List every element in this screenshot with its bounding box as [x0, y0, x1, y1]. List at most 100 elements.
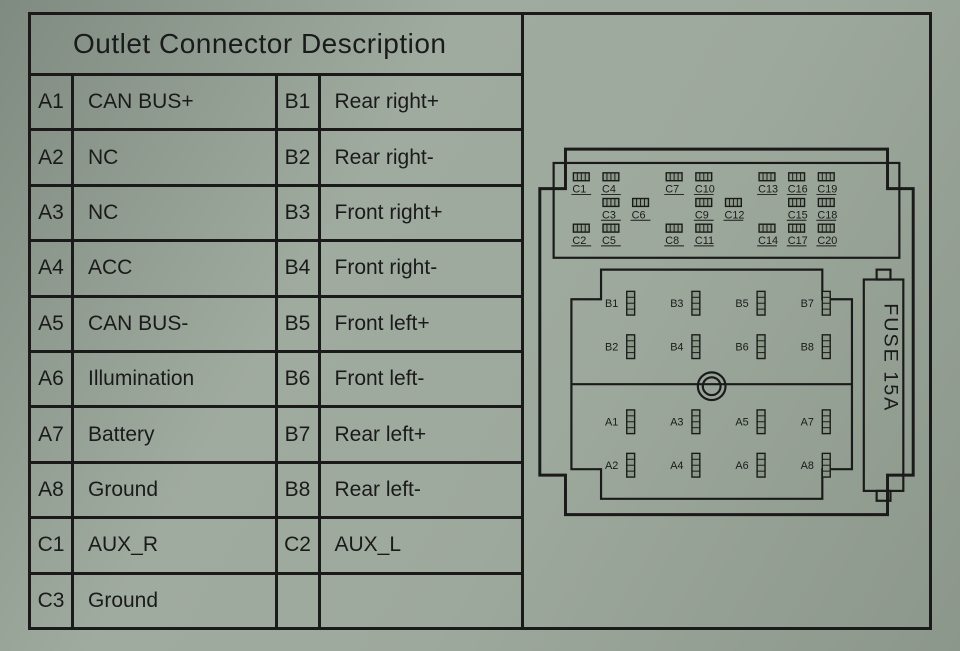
pin-id: A6 — [31, 353, 74, 405]
pin-A2: A2 — [605, 453, 635, 477]
table-row: A3NCB3Front right+ — [31, 187, 521, 242]
pin-desc: Battery — [74, 408, 278, 460]
pin-desc: CAN BUS+ — [74, 76, 278, 128]
table-row: A5CAN BUS-B5Front left+ — [31, 298, 521, 353]
svg-text:C7: C7 — [665, 184, 679, 196]
svg-text:C17: C17 — [788, 235, 808, 247]
svg-text:A1: A1 — [605, 417, 618, 429]
pin-desc: Front left+ — [321, 298, 522, 350]
pin-B3: B3 — [670, 291, 700, 315]
pin-desc: ACC — [74, 242, 278, 294]
table-row: C3Ground — [31, 575, 521, 627]
pin-id: A8 — [31, 464, 74, 516]
table-row: A1CAN BUS+B1Rear right+ — [31, 76, 521, 131]
svg-text:C12: C12 — [725, 209, 745, 221]
pin-C10: C10 — [694, 173, 715, 196]
pin-C20: C20 — [816, 224, 837, 247]
svg-text:C14: C14 — [758, 235, 778, 247]
pin-id: B7 — [278, 408, 321, 460]
svg-text:B4: B4 — [670, 342, 683, 354]
svg-text:C18: C18 — [817, 209, 837, 221]
table-row: A8GroundB8Rear left- — [31, 464, 521, 519]
pin-B7: B7 — [801, 291, 831, 315]
pin-id: B6 — [278, 353, 321, 405]
svg-text:B8: B8 — [801, 342, 814, 354]
pin-C2: C2 — [571, 224, 591, 247]
svg-text:C20: C20 — [817, 235, 837, 247]
pin-id: C3 — [31, 575, 74, 627]
svg-text:C5: C5 — [602, 235, 616, 247]
pin-B5: B5 — [735, 291, 765, 315]
pin-id: B8 — [278, 464, 321, 516]
sheet-frame: Outlet Connector Description A1CAN BUS+B… — [28, 12, 932, 630]
pin-C8: C8 — [664, 224, 684, 247]
pin-C5: C5 — [601, 224, 621, 247]
svg-text:A7: A7 — [801, 417, 814, 429]
pin-desc: Front left- — [321, 353, 522, 405]
pin-A1: A1 — [605, 410, 635, 434]
pin-C16: C16 — [787, 173, 808, 196]
svg-text:C13: C13 — [758, 184, 778, 196]
pin-id: A7 — [31, 408, 74, 460]
pin-A5: A5 — [735, 410, 765, 434]
pin-C7: C7 — [664, 173, 684, 196]
pin-id: B2 — [278, 131, 321, 183]
pin-id: B1 — [278, 76, 321, 128]
pin-desc: Rear right- — [321, 131, 522, 183]
svg-text:A8: A8 — [801, 460, 814, 472]
pin-desc: Rear left- — [321, 464, 522, 516]
svg-text:B1: B1 — [605, 298, 618, 310]
table-row: A4ACCB4Front right- — [31, 242, 521, 297]
pin-C14: C14 — [757, 224, 778, 247]
pin-C15: C15 — [787, 199, 808, 222]
svg-text:B7: B7 — [801, 298, 814, 310]
pin-id: C1 — [31, 519, 74, 571]
pin-desc: AUX_R — [74, 519, 278, 571]
pin-C12: C12 — [724, 199, 745, 222]
connector-diagram: FUSE 15AC1C4C7C10C13C16C19C3C6C9C12C15C1… — [524, 15, 929, 627]
pin-id: A4 — [31, 242, 74, 294]
svg-text:A5: A5 — [735, 417, 748, 429]
pin-desc: NC — [74, 131, 278, 183]
table-row: A6IlluminationB6Front left- — [31, 353, 521, 408]
fuse-tab — [877, 270, 891, 280]
table-row: A7BatteryB7Rear left+ — [31, 408, 521, 463]
svg-text:C19: C19 — [817, 184, 837, 196]
pin-id — [278, 575, 321, 627]
svg-text:B6: B6 — [735, 342, 748, 354]
svg-text:C15: C15 — [788, 209, 808, 221]
table-title: Outlet Connector Description — [31, 15, 521, 76]
svg-text:A2: A2 — [605, 460, 618, 472]
pin-C19: C19 — [816, 173, 837, 196]
svg-text:B3: B3 — [670, 298, 683, 310]
pin-C17: C17 — [787, 224, 808, 247]
pin-A7: A7 — [801, 410, 831, 434]
pin-desc: Ground — [74, 464, 278, 516]
svg-text:C3: C3 — [602, 209, 616, 221]
pin-desc: Illumination — [74, 353, 278, 405]
pin-B4: B4 — [670, 335, 700, 359]
pin-A4: A4 — [670, 453, 700, 477]
pin-C9: C9 — [694, 199, 714, 222]
fuse-label: FUSE 15A — [879, 303, 901, 412]
pin-id: A3 — [31, 187, 74, 239]
pin-desc: AUX_L — [321, 519, 522, 571]
pin-C13: C13 — [757, 173, 778, 196]
pin-A6: A6 — [735, 453, 765, 477]
svg-text:C11: C11 — [695, 235, 714, 247]
pin-B6: B6 — [735, 335, 765, 359]
svg-text:C10: C10 — [695, 184, 715, 196]
pin-C11: C11 — [694, 224, 714, 247]
pin-C6: C6 — [631, 199, 651, 222]
svg-text:C2: C2 — [572, 235, 586, 247]
pin-id: A5 — [31, 298, 74, 350]
pin-id: C2 — [278, 519, 321, 571]
svg-text:C9: C9 — [695, 209, 709, 221]
pin-C18: C18 — [816, 199, 837, 222]
svg-text:C8: C8 — [665, 235, 679, 247]
pin-A8: A8 — [801, 453, 831, 477]
pin-desc: Front right- — [321, 242, 522, 294]
pin-id: A1 — [31, 76, 74, 128]
pin-desc: Ground — [74, 575, 278, 627]
pin-desc — [321, 575, 522, 627]
